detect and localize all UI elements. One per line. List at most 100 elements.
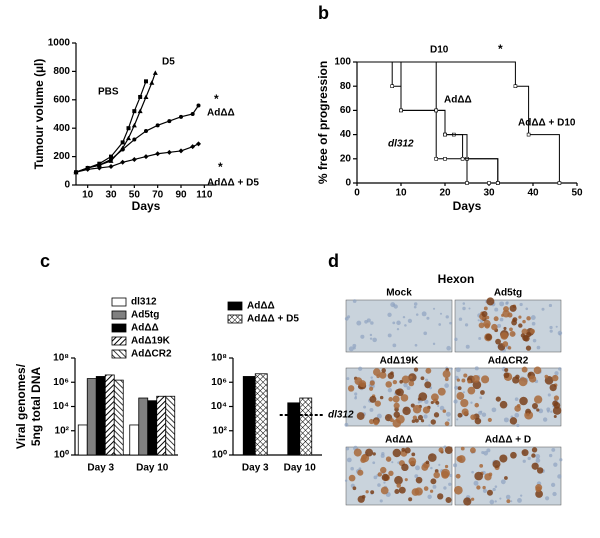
nucleus [346,457,352,463]
stain [474,471,484,481]
stain [411,419,416,423]
nucleus [478,410,483,415]
stain [374,400,381,407]
stain [369,386,374,391]
stain [526,331,532,338]
nucleus [473,480,479,486]
stain [392,395,400,403]
nucleus [348,346,354,352]
stain [461,408,469,416]
stain [356,412,365,420]
stain [398,486,406,494]
marker [132,137,137,142]
stain [437,493,444,500]
nucleus [542,417,548,422]
stain [347,385,355,392]
image-label: AdΔ19K [380,356,420,367]
stain [442,370,451,378]
nucleus [535,453,541,459]
nucleus [344,479,348,482]
x-tick-label: 50 [571,188,583,199]
nucleus [538,408,544,414]
bar [254,373,268,456]
stain [388,470,394,476]
stain [552,406,562,415]
nucleus [499,317,504,322]
nucleus [380,453,385,458]
nucleus [356,320,362,326]
panel-letter: b [318,3,329,23]
nucleus [514,412,520,418]
stain [522,319,526,324]
annotation: PBS [98,87,119,98]
marker [155,151,161,157]
nucleus [417,401,420,404]
stain [442,409,447,413]
bar [287,402,301,456]
stain [485,315,490,320]
nucleus [471,470,474,474]
stain [396,483,402,488]
stain [507,346,512,350]
nucleus [499,497,502,500]
nucleus [424,399,429,404]
nucleus [456,418,459,421]
stain [348,474,356,482]
series-line [75,105,199,173]
marker [178,148,184,154]
stain [531,462,539,470]
stain [467,386,476,395]
stain [515,374,520,380]
x-tick-label: Day 10 [136,463,169,474]
nucleus [432,342,436,346]
nucleus [350,466,354,471]
images-title: Hexon [438,272,475,286]
nucleus [549,453,553,458]
marker [143,94,149,99]
nucleus [555,325,558,328]
nucleus [482,488,488,493]
nucleus [377,483,381,487]
nucleus [430,466,433,470]
stain [509,327,513,332]
nucleus [557,474,562,479]
y-axis-label: Viral genomes/ [14,363,28,449]
x-tick-label: 0 [354,188,360,199]
stain [483,319,491,328]
nucleus [366,318,371,323]
nucleus [474,366,479,371]
censor-marker [399,108,403,113]
y-tick-label: 10⁸ [53,353,69,364]
stain [551,374,559,382]
nucleus [404,324,407,327]
stain [491,323,498,331]
stain [435,401,440,405]
annotation: AdΔΔ [444,95,472,106]
stain [404,447,411,454]
nucleus [370,376,373,379]
stain [385,381,393,388]
stain [528,372,532,376]
marker [138,94,143,99]
nucleus [403,382,408,388]
stain [368,418,375,425]
y-tick-label: 0 [64,180,70,191]
stain [420,419,425,423]
nucleus [458,317,463,321]
marker [196,103,201,108]
stain [401,463,409,472]
nucleus [522,459,526,463]
nucleus [550,410,553,413]
nucleus [503,417,509,423]
stain [437,387,446,396]
nucleus [396,320,401,326]
legend-label: Ad5tg [131,310,159,321]
nucleus [415,465,420,471]
nucleus [462,306,466,311]
nucleus [413,302,418,306]
stain [463,373,468,378]
nucleus [406,386,411,390]
stain [365,490,369,494]
stain [531,453,536,458]
panel-letter: c [40,251,50,271]
